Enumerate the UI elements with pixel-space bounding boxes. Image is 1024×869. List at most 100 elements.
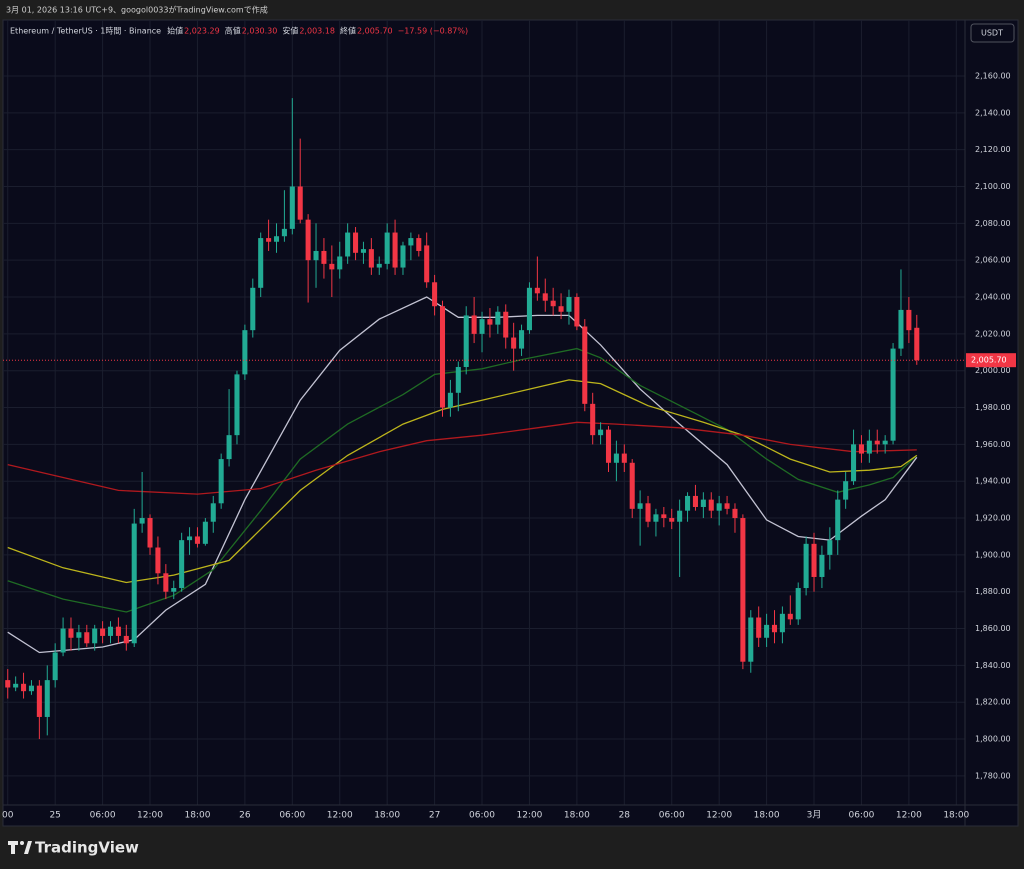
currency[interactable]: USDT <box>981 29 1003 38</box>
currency-button[interactable] <box>970 23 1015 43</box>
logo <box>8 841 32 854</box>
chart-panel <box>2 19 1019 827</box>
candle-body <box>68 628 74 638</box>
candle-body <box>210 503 216 522</box>
candle-body <box>147 518 153 548</box>
candle-body <box>289 186 295 229</box>
y-tick-label: 1,940.00 <box>975 477 1011 486</box>
candle-body <box>558 306 564 312</box>
x-tick-label: 18:00 <box>184 811 210 821</box>
candle-body <box>503 311 509 338</box>
logo-mark <box>8 841 18 854</box>
candle-body <box>566 297 572 312</box>
candle-body <box>432 282 438 307</box>
candle-body <box>787 613 793 620</box>
candle-body <box>700 499 706 507</box>
candle-body <box>28 685 34 692</box>
candle-body <box>115 626 121 636</box>
x-tick-label: 06:00 <box>848 811 874 821</box>
candle-body <box>329 263 335 270</box>
x-tick-label: 18:00 <box>943 811 969 821</box>
brand: TradingView <box>35 839 139 857</box>
candle-body <box>605 429 612 463</box>
candle-body <box>779 613 785 633</box>
legend-value: 2,005.70 <box>357 27 393 36</box>
x-tick-label: 27 <box>429 811 440 821</box>
legend-label: 高値 <box>225 26 241 36</box>
legend-value: 2,023.29 <box>184 27 220 36</box>
candle-body <box>898 309 904 349</box>
candle-body <box>139 518 145 524</box>
y-tick-label: 2,100.00 <box>975 182 1011 191</box>
logo-dot <box>20 841 24 845</box>
candle-body <box>629 462 635 509</box>
candle-body <box>242 330 248 375</box>
candle-body <box>218 459 224 504</box>
moving-average <box>7 347 918 613</box>
candle-body <box>92 628 98 644</box>
x-tick-label: 12:00 <box>896 811 922 821</box>
candle-body <box>740 518 746 662</box>
candle-body <box>52 652 58 681</box>
x-tick-label: 12:00 <box>706 811 732 821</box>
moving-average <box>7 421 917 495</box>
candle-body <box>882 440 888 445</box>
candle-body <box>455 367 461 393</box>
candle-body <box>179 540 185 589</box>
candle-body <box>297 186 303 220</box>
candle-body <box>771 624 778 633</box>
caption: 3月 01, 2026 13:16 UTC+9、googol0033がTradi… <box>6 5 268 15</box>
y-tick-label: 2,060.00 <box>975 256 1011 265</box>
candle-body <box>708 499 714 511</box>
candle-body <box>376 263 382 268</box>
candle-body <box>250 287 256 331</box>
x-tick-label: 12:00 <box>516 811 542 821</box>
candle-body <box>732 508 738 519</box>
legend-change: −17.59 (−0.87%) <box>398 27 469 36</box>
x-tick-label: 06:00 <box>279 811 305 821</box>
candle-body <box>13 683 19 688</box>
x-tick-label: 18:00 <box>564 811 590 821</box>
ohlc-legend: 始値 2,023.29 高値 2,030.30 安値 2,003.18 終値 2,005.70… <box>167 26 468 36</box>
y-tick-label: 2,080.00 <box>975 219 1011 228</box>
candle-body <box>874 440 880 445</box>
candle-body <box>337 256 343 270</box>
x-tick-label: 26 <box>239 811 251 821</box>
candle-body <box>384 232 390 264</box>
x-tick-label: 28 <box>619 811 631 821</box>
candle-body <box>258 238 264 288</box>
x-tick-label: 12:00 <box>137 811 163 821</box>
candle-body <box>756 617 762 638</box>
candle-body <box>187 536 193 541</box>
candle-body <box>621 453 627 463</box>
candle-body <box>171 588 177 592</box>
candle-body <box>487 319 493 325</box>
x-tick-label: 12:00 <box>327 811 353 821</box>
legend-value: 2,030.30 <box>242 27 278 36</box>
candle-body <box>305 219 311 261</box>
candle-body <box>266 238 272 242</box>
candle-body <box>795 588 801 620</box>
candle-body <box>495 311 501 325</box>
candle-body <box>321 250 327 264</box>
candle-body <box>163 573 169 592</box>
y-tick-label: 1,920.00 <box>975 514 1011 523</box>
candle-body <box>345 232 351 257</box>
candle-body <box>123 635 129 644</box>
candle-body <box>471 315 477 334</box>
candle-body <box>36 685 42 717</box>
candle-body <box>590 403 596 436</box>
candle-body <box>519 330 525 349</box>
candle-body <box>582 326 588 404</box>
candle-body <box>353 232 359 253</box>
candle-body <box>685 495 691 511</box>
y-tick-label: 1,900.00 <box>975 550 1011 559</box>
candle-body <box>424 245 430 283</box>
last-price-label: 2,005.70 <box>971 356 1007 365</box>
candle-body <box>542 293 548 301</box>
y-tick-label: 1,960.00 <box>975 440 1011 449</box>
candle-body <box>392 232 398 268</box>
candle-body <box>60 628 66 653</box>
candle-body <box>5 680 11 688</box>
